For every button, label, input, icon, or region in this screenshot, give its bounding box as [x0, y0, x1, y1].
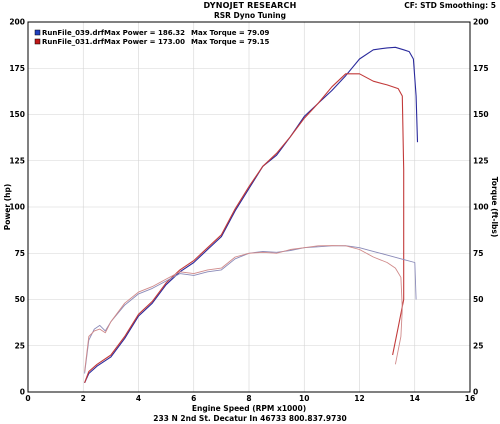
y-tick-label-right: 175: [473, 64, 489, 73]
y-tick-label-right: 100: [473, 203, 489, 212]
x-tick-label: 6: [191, 394, 196, 403]
legend-run-031-torque: Max Torque = 79.15: [191, 38, 270, 46]
series-line-power-0: [84, 46, 419, 384]
chart-header-subtitle: RSR Dyno Tuning: [213, 11, 287, 20]
legend-run-039-power: Max Power = 186.32: [104, 29, 185, 37]
series-line-torque-2: [84, 245, 417, 374]
x-tick-label: 0: [25, 394, 30, 403]
legend-swatch-run-031: [34, 38, 41, 45]
y-tick-label-left: 50: [15, 295, 25, 304]
y-tick-label-right: 50: [473, 295, 483, 304]
legend-run-031-file: RunFile_031.drf: [42, 38, 105, 46]
legend-swatch-run-039: [34, 29, 41, 36]
y-tick-label-left: 175: [9, 64, 25, 73]
legend-run-039-torque: Max Torque = 79.09: [191, 29, 270, 37]
x-tick-label: 12: [354, 394, 364, 403]
legend-run-039-file: RunFile_039.drf: [42, 29, 105, 37]
y-tick-label-left: 125: [9, 156, 25, 165]
x-tick-label: 2: [81, 394, 86, 403]
y-tick-label-left: 100: [9, 203, 25, 212]
y-axis-label-right: Torque (ft-lbs): [490, 177, 499, 238]
chart-header-title: DYNOJET RESEARCH: [203, 1, 297, 10]
series-layer: [84, 46, 419, 384]
y-tick-label-left: 25: [15, 341, 25, 350]
y-tick-label-right: 125: [473, 156, 489, 165]
y-tick-label-right: 25: [473, 341, 483, 350]
y-tick-label-left: 0: [20, 388, 25, 397]
y-tick-label-left: 150: [9, 110, 25, 119]
y-tick-label-left: 200: [9, 18, 25, 27]
plot-frame: [27, 21, 471, 393]
y-tick-label-right: 150: [473, 110, 489, 119]
y-tick-label-right: 75: [473, 249, 483, 258]
x-tick-label: 14: [410, 394, 420, 403]
series-line-power-1: [84, 73, 405, 383]
y-axis-label-left: Power (hp): [3, 184, 12, 231]
x-axis-label: Engine Speed (RPM x1000): [192, 404, 306, 413]
legend: RunFile_039.drf Max Power = 186.32 Max T…: [34, 29, 270, 46]
correction-settings: CF: STD Smoothing: 5: [404, 1, 496, 10]
x-tick-label: 16: [465, 394, 475, 403]
y-tick-label-right: 200: [473, 18, 489, 27]
y-tick-label-left: 75: [15, 249, 25, 258]
x-tick-label: 8: [246, 394, 251, 403]
series-line-torque-3: [84, 245, 403, 372]
x-tick-label: 10: [299, 394, 309, 403]
footer-address: 233 N 2nd St. Decatur In 46733 800.837.9…: [153, 414, 347, 423]
y-tick-label-right: 0: [473, 388, 478, 397]
grid: [28, 22, 470, 392]
x-tick-label: 4: [136, 394, 141, 403]
legend-run-031-power: Max Power = 173.00: [104, 38, 185, 46]
